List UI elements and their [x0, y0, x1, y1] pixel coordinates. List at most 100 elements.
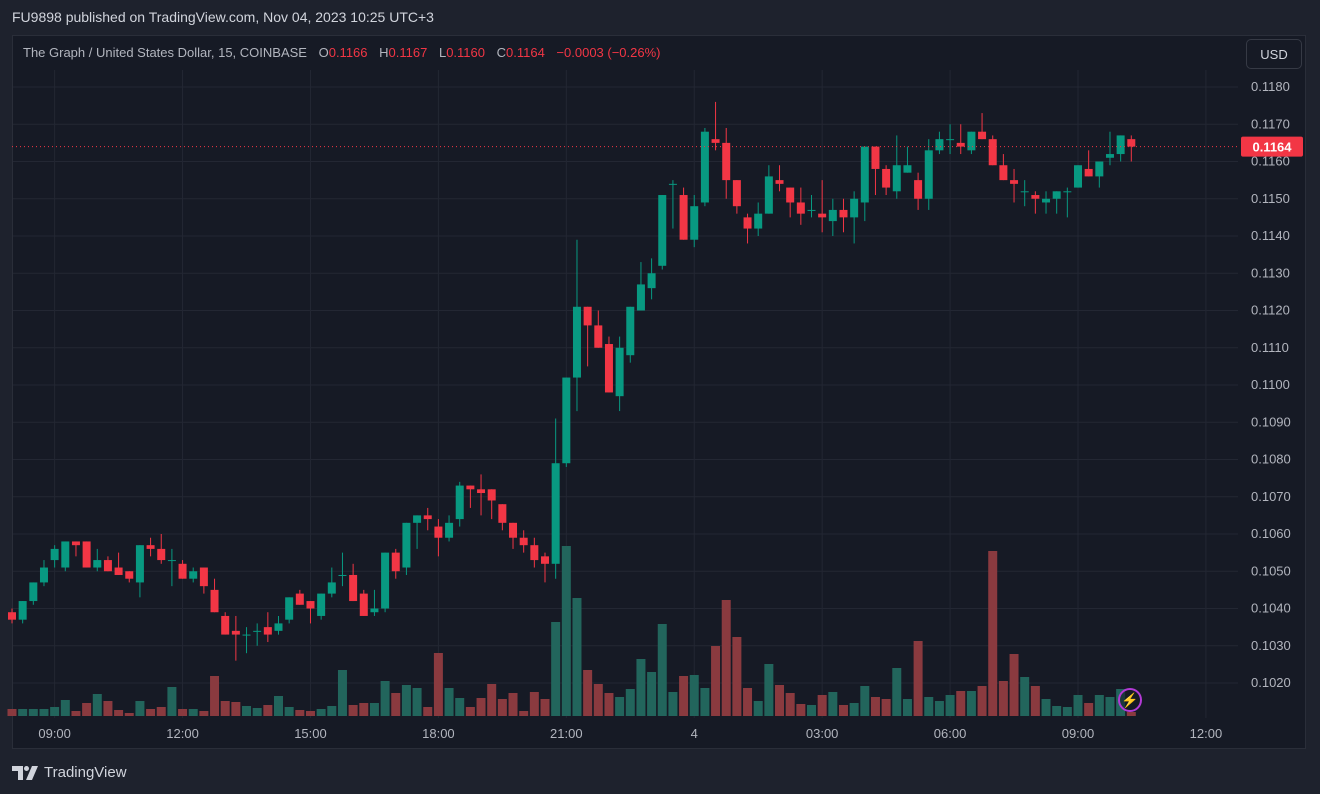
volume-bar [892, 668, 902, 716]
candle-up [327, 567, 336, 598]
volume-bar [668, 692, 678, 716]
volume-bar [913, 641, 923, 716]
candle-down [359, 589, 368, 616]
candle-down [914, 172, 923, 210]
candle-body [786, 187, 795, 203]
candle-up [285, 597, 294, 624]
price-tick-label: 0.1140 [1251, 228, 1290, 243]
candle-up [167, 548, 176, 587]
candle-body [1084, 168, 1093, 177]
price-tick-label: 0.1150 [1251, 191, 1290, 206]
candle-body [668, 183, 677, 185]
candle-up [402, 522, 411, 575]
volume-bar [977, 686, 987, 716]
candle-body [583, 306, 592, 326]
candle-up [1020, 180, 1029, 207]
candle-up [274, 615, 283, 635]
time-axis: 09:00 12:00 15:00 18:00 21:00 4 03:00 06:00 09:0… [38, 726, 1222, 741]
volume-bar [18, 709, 28, 716]
volume-bar [316, 709, 326, 716]
candle-body [1095, 161, 1104, 177]
volume-bar [305, 711, 315, 716]
time-tick-label: 03:00 [806, 726, 839, 741]
volume-bar [263, 705, 273, 716]
candle-up [562, 377, 571, 467]
candle-up [967, 131, 976, 155]
candle-body [828, 209, 837, 222]
candle-body [1063, 191, 1072, 193]
candle-body [349, 574, 358, 602]
candle-body [445, 522, 454, 538]
volume-bar [551, 622, 561, 716]
candle-up [50, 545, 59, 568]
candle-down [82, 541, 91, 568]
candle-down [466, 485, 475, 508]
candle-up [807, 195, 816, 218]
volume-bar [945, 695, 955, 716]
price-tick-label: 0.1040 [1251, 601, 1291, 616]
volume-bar [615, 697, 625, 716]
candle-up [1116, 135, 1125, 162]
candle-body [61, 541, 70, 568]
candle-body [178, 563, 187, 579]
candle-body [615, 347, 624, 397]
candle-down [295, 589, 304, 605]
volume-bar [807, 705, 816, 716]
candle-up [700, 127, 709, 207]
candle-down [583, 306, 592, 367]
volume-bar [284, 707, 294, 716]
candle-down [679, 187, 688, 240]
candle-body [988, 139, 997, 166]
candle-down [541, 552, 549, 583]
candle-up [1095, 161, 1104, 188]
volume-bar [519, 711, 529, 716]
close-label: C [496, 45, 506, 60]
candle-body [434, 526, 443, 538]
candle-body [157, 548, 166, 561]
volume-bar [39, 709, 49, 716]
volume-bar [433, 653, 443, 716]
volume-bar [242, 706, 252, 716]
candle-body [477, 489, 486, 494]
volume-bar [1009, 654, 1019, 716]
candle-up [61, 541, 70, 572]
volume-bar [1084, 703, 1094, 716]
candle-up [413, 515, 422, 549]
candle-body [935, 139, 944, 151]
candle-body [210, 589, 219, 613]
candle-up [381, 552, 390, 613]
price-tick-label: 0.1160 [1251, 154, 1290, 169]
currency-button[interactable]: USD [1246, 39, 1302, 69]
volume-bar [348, 705, 358, 716]
candle-up [1105, 131, 1114, 166]
candle-body [82, 541, 91, 568]
volume-bar [487, 684, 497, 716]
price-tick-label: 0.1180 [1251, 79, 1290, 94]
price-tick-label: 0.1130 [1251, 265, 1290, 280]
open-label: O [318, 45, 329, 60]
lightning-icon[interactable]: ⚡ [1118, 688, 1142, 712]
candle-body [818, 213, 827, 218]
volume-bar [1105, 697, 1115, 716]
candle-up [892, 135, 901, 199]
volume-bar [593, 684, 603, 716]
volume-bar [860, 686, 870, 716]
volume-bar [497, 699, 507, 716]
volume-bar [870, 697, 880, 716]
volume-bar [7, 709, 17, 716]
symbol-title[interactable]: The Graph / United States Dollar, 15, CO… [23, 45, 307, 60]
candle-down [722, 127, 731, 199]
volume-bar [231, 702, 241, 716]
candle-body [18, 601, 27, 620]
candle-body [1074, 165, 1082, 188]
candle-body [253, 630, 262, 632]
volume-bar [210, 676, 220, 716]
candle-body [498, 504, 507, 523]
volume-bar [103, 701, 113, 716]
volume-bar [625, 689, 635, 716]
candle-body [562, 377, 571, 464]
volume-bar [689, 675, 699, 716]
candle-body [93, 560, 102, 568]
candle-body [604, 344, 613, 393]
